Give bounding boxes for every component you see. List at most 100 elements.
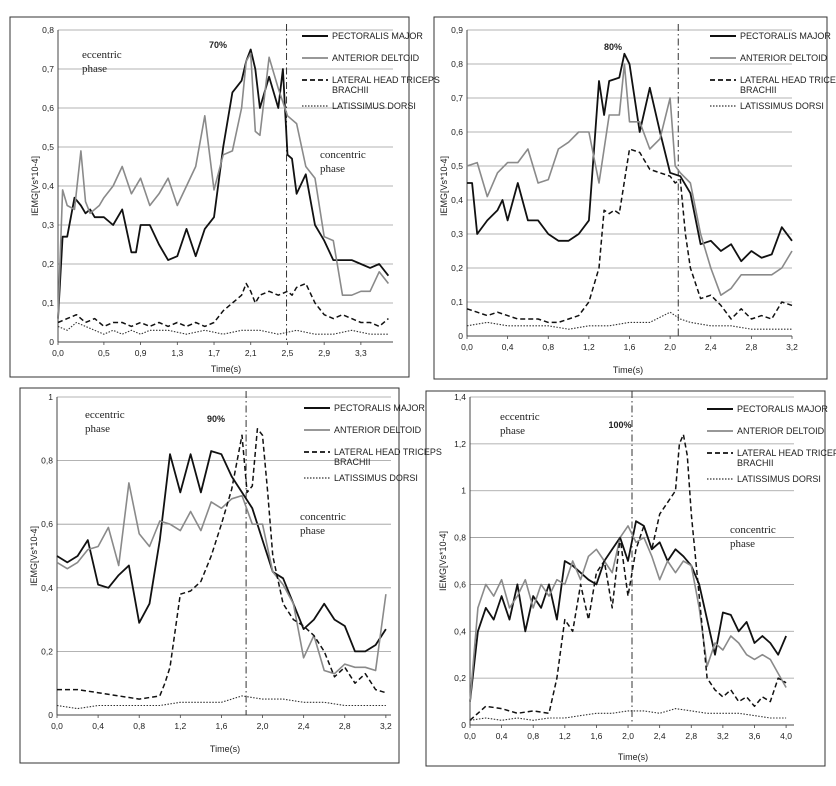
y-tick-label: 0,6: [42, 103, 54, 113]
x-tick-label: 0,0: [52, 348, 64, 358]
y-tick-label: 0,1: [451, 297, 463, 307]
x-tick-label: 3,3: [355, 348, 367, 358]
y-tick-label: 0,5: [451, 161, 463, 171]
y-tick-label: 0,8: [451, 59, 463, 69]
legend: PECTORALIS MAJOR ANTERIOR DELTOID LATERAL …: [710, 31, 836, 111]
x-tick-label: 0,8: [542, 342, 554, 352]
series-line-lt: [57, 282, 389, 328]
legend-label-ad: ANTERIOR DELTOID: [332, 53, 420, 63]
x-tick-label: 2,0: [622, 731, 634, 741]
y-axis-label: IEMG[Vs*10-4]: [439, 156, 449, 216]
x-tick-label: 3,2: [717, 731, 729, 741]
legend-label-lt: LATERAL HEAD TRICEPS: [740, 75, 836, 85]
x-tick-label: 2,8: [685, 731, 697, 741]
x-tick-label: 0,5: [98, 348, 110, 358]
x-tick-label: 2,4: [298, 721, 310, 731]
panel-frame: [19, 387, 400, 764]
x-axis-label: Time(s): [613, 365, 643, 375]
x-tick-label: 2,0: [257, 721, 269, 731]
x-tick-label: 2,4: [654, 731, 666, 741]
x-tick-label: 2,5: [282, 348, 294, 358]
y-tick-label: 1,4: [454, 392, 466, 402]
legend-label-lt: BRACHII: [737, 458, 774, 468]
y-tick-label: 0,8: [41, 456, 53, 466]
x-tick-label: 0,4: [496, 731, 508, 741]
x-tick-label: 3,2: [786, 342, 798, 352]
x-tick-label: 0,0: [51, 721, 63, 731]
y-tick-label: 0: [49, 337, 54, 347]
legend: PECTORALIS MAJOR ANTERIOR DELTOID LATERAL …: [304, 403, 442, 483]
y-tick-label: 0,4: [451, 195, 463, 205]
y-tick-label: 0: [48, 710, 53, 720]
x-axis-label: Time(s): [210, 744, 240, 754]
concentric-phase-label: concentric: [320, 149, 366, 161]
y-tick-label: 0,7: [42, 64, 54, 74]
legend: PECTORALIS MAJOR ANTERIOR DELTOID LATERAL …: [707, 404, 836, 484]
x-tick-label: 2,8: [745, 342, 757, 352]
x-tick-label: 2,4: [705, 342, 717, 352]
x-tick-label: 1,7: [208, 348, 220, 358]
y-tick-label: 0,5: [42, 142, 54, 152]
chart-panel-4: 0 0,2 0,4 0,6 0,8 1 1,2 1,4 0,0 0,4 0,8 1,2 1,6 2,0 2,…: [425, 390, 836, 767]
eccentric-phase-label: phase: [500, 425, 525, 437]
legend: PECTORALIS MAJOR ANTERIOR DELTOID LATERAL …: [302, 31, 440, 111]
y-tick-label: 0,6: [454, 579, 466, 589]
x-tick-label: 0,0: [461, 342, 473, 352]
series-line-ld: [57, 321, 389, 335]
y-tick-label: 1: [48, 392, 53, 402]
legend-label-lt: LATERAL HEAD TRICEPS: [332, 75, 440, 85]
y-tick-label: 0,6: [41, 519, 53, 529]
series-line-lt: [469, 433, 787, 721]
percent-label: 70%: [209, 40, 227, 50]
x-tick-label: 2,9: [318, 348, 330, 358]
y-axis-label: IEMG[Vs*10-4]: [29, 526, 39, 586]
y-tick-label: 0,7: [451, 93, 463, 103]
series-line-ld: [469, 708, 787, 721]
percent-label: 100%: [608, 420, 631, 430]
series-line-ld: [56, 695, 386, 710]
series-line-ld: [466, 311, 792, 330]
legend-label-ld: LATISSIMUS DORSI: [740, 101, 824, 111]
concentric-phase-label: phase: [320, 163, 345, 175]
series-line-ad: [56, 482, 387, 675]
series-line-pm: [469, 520, 787, 702]
x-tick-label: 1,3: [171, 348, 183, 358]
legend-label-ad: ANTERIOR DELTOID: [334, 425, 422, 435]
legend-label-lt: LATERAL HEAD TRICEPS: [737, 448, 836, 458]
y-tick-label: 0,3: [451, 229, 463, 239]
x-tick-label: 0,8: [133, 721, 145, 731]
chart-panel-3: 0 0,2 0,4 0,6 0,8 1 0,0 0,4 0,8 1,2 1,6 2,0 2,4 2,8 3,…: [19, 387, 442, 764]
x-tick-label: 2,0: [664, 342, 676, 352]
legend-label-lt: BRACHII: [740, 85, 777, 95]
x-tick-label: 1,2: [559, 731, 571, 741]
x-tick-label: 1,2: [583, 342, 595, 352]
eccentric-phase-label: phase: [82, 63, 107, 75]
concentric-phase-label: concentric: [300, 511, 346, 523]
series-line-ad: [57, 52, 390, 319]
legend-label-pm: PECTORALIS MAJOR: [740, 31, 831, 41]
y-tick-label: 0,2: [451, 263, 463, 273]
y-tick-label: 0,2: [454, 673, 466, 683]
y-tick-label: 0,4: [41, 583, 53, 593]
panel-frame: [433, 16, 828, 380]
legend-label-ld: LATISSIMUS DORSI: [332, 101, 416, 111]
legend-label-pm: PECTORALIS MAJOR: [334, 403, 425, 413]
y-tick-label: 1: [461, 486, 466, 496]
y-axis-label: IEMG[Vs*10-4]: [438, 531, 448, 591]
percent-label: 80%: [604, 42, 622, 52]
x-tick-label: 1,6: [624, 342, 636, 352]
x-tick-label: 0,9: [135, 348, 147, 358]
y-tick-label: 1,2: [454, 439, 466, 449]
legend-label-ad: ANTERIOR DELTOID: [740, 53, 828, 63]
legend-label-ad: ANTERIOR DELTOID: [737, 426, 825, 436]
series-line-pm: [56, 450, 387, 653]
y-tick-label: 0: [461, 720, 466, 730]
y-tick-label: 0,2: [41, 646, 53, 656]
legend-label-lt: LATERAL HEAD TRICEPS: [334, 447, 442, 457]
x-tick-label: 4,0: [780, 731, 792, 741]
x-tick-label: 1,6: [216, 721, 228, 731]
y-tick-label: 0,3: [42, 220, 54, 230]
x-tick-label: 1,6: [591, 731, 603, 741]
y-tick-label: 0,4: [454, 626, 466, 636]
concentric-phase-label: phase: [300, 525, 325, 537]
